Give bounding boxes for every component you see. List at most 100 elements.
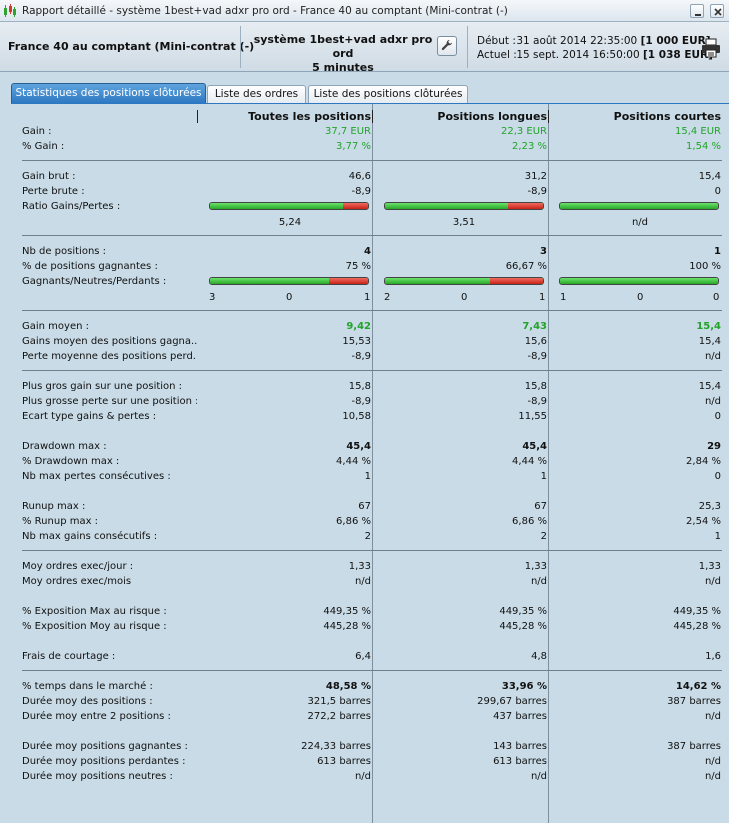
row-label: % temps dans le marché : [22, 681, 153, 692]
bar-green-segment [210, 203, 368, 209]
end-capital: [1 038 EUR] [643, 49, 713, 61]
column-header-all: Toutes les positions [248, 110, 371, 123]
row-runup-max: Runup max : 67 67 25,3 [0, 500, 729, 515]
column-header-short: Positions courtes [613, 110, 721, 123]
header-divider [372, 110, 373, 123]
cell-all: n/d [354, 771, 371, 782]
row-label: % Exposition Max au risque : [22, 606, 167, 617]
cell-all: 1 [364, 471, 371, 482]
row-exposition-moy: % Exposition Moy au risque : 445,28 % 44… [0, 620, 729, 635]
cell-short: 449,35 % [673, 606, 721, 617]
row-label: % de positions gagnantes : [22, 261, 158, 272]
gnp-bar-long [384, 277, 544, 285]
system-timeframe: 5 minutes [312, 61, 374, 74]
row-duree-perdantes: Durée moy positions perdantes : 613 barr… [0, 755, 729, 770]
gnp-neutral-long: 0 [461, 292, 468, 303]
cell-long: -8,9 [527, 186, 547, 197]
cell-short: n/d [704, 711, 721, 722]
cell-long: 1 [540, 471, 547, 482]
cell-all: -8,9 [351, 186, 371, 197]
close-button[interactable] [710, 4, 724, 18]
row-exposition-max: % Exposition Max au risque : 449,35 % 44… [0, 605, 729, 620]
bar-green-segment [210, 278, 368, 284]
cell-short: n/d [704, 351, 721, 362]
cell-short: 15,4 [696, 321, 721, 332]
column-divider [372, 104, 373, 823]
gnp-losers-all: 1 [364, 292, 371, 303]
row-label: Plus gros gain sur une position : [22, 381, 183, 392]
cell-all: 1,33 [348, 561, 371, 572]
cell-short: n/d [704, 756, 721, 767]
bar-green-segment [560, 203, 718, 209]
row-label: Nb de positions : [22, 246, 107, 257]
gnp-neutral-all: 0 [286, 292, 293, 303]
window-title: Rapport détaillé - système 1best+vad adx… [22, 5, 508, 17]
close-icon [714, 8, 722, 16]
row-perte-moyenne: Perte moyenne des positions perd... -8,9… [0, 350, 729, 365]
row-label: Drawdown max : [22, 441, 107, 452]
wrench-icon [441, 39, 452, 51]
cell-all: 6,4 [355, 651, 371, 662]
cell-all: 445,28 % [323, 621, 371, 632]
tab-orders-list[interactable]: Liste des ordres [207, 85, 306, 103]
tab-closed-positions-stats[interactable]: Statistiques des positions clôturées [11, 83, 206, 103]
period-info: Début : 31 août 2014 22:35:00 [1 000 EUR… [477, 34, 713, 62]
title-bar: Rapport détaillé - système 1best+vad adx… [0, 0, 729, 22]
cell-long: 6,86 % [512, 516, 547, 527]
cell-short: 1 [714, 531, 721, 542]
cell-long: 143 barres [493, 741, 547, 752]
cell-all: 4,44 % [336, 456, 371, 467]
cell-all: 15,8 [348, 381, 371, 392]
row-ratio: Ratio Gains/Pertes : [0, 200, 729, 215]
row-label: % Exposition Moy au risque : [22, 621, 167, 632]
cell-short: 15,4 [698, 381, 721, 392]
system-title: système 1best+vad adxr pro ord [253, 33, 433, 60]
minimize-button[interactable] [690, 4, 704, 18]
row-label: Frais de courtage : [22, 651, 116, 662]
minimize-icon [695, 14, 701, 16]
row-label: % Runup max : [22, 516, 99, 527]
row-label: Gain : [22, 126, 52, 137]
group-separator [22, 370, 722, 371]
start-label: Début : [477, 35, 516, 47]
gnp-winners-all: 3 [209, 292, 216, 303]
cell-short: 1,33 [698, 561, 721, 572]
cell-short: 2,54 % [686, 516, 721, 527]
row-label: Nb max pertes consécutives : [22, 471, 171, 482]
group-separator [22, 550, 722, 551]
cell-all: 272,2 barres [307, 711, 371, 722]
cell-short: 29 [707, 441, 721, 452]
row-label: Durée moy des positions : [22, 696, 153, 707]
cell-all: 224,33 barres [301, 741, 371, 752]
row-label: Ecart type gains & pertes : [22, 411, 157, 422]
row-gain-moyen: Gain moyen : 9,42 7,43 15,4 [0, 320, 729, 335]
row-label: Plus grosse perte sur une position : [22, 396, 197, 407]
gnp-bar-all [209, 277, 369, 285]
row-label: Gain brut : [22, 171, 76, 182]
row-label: Nb max gains consécutifs : [22, 531, 158, 542]
row-temps-marche: % temps dans le marché : 48,58 % 33,96 %… [0, 680, 729, 695]
cell-all: 6,86 % [336, 516, 371, 527]
cell-short: 1 [714, 246, 721, 257]
cell-long: 22,3 EUR [500, 126, 547, 137]
print-button[interactable] [700, 38, 722, 58]
group-separator [22, 160, 722, 161]
header-divider [548, 110, 549, 123]
row-label: Durée moy positions perdantes : [22, 756, 186, 767]
cell-long: 3 [540, 246, 547, 257]
row-nb-pertes-consecutives: Nb max pertes consécutives : 1 1 0 [0, 470, 729, 485]
ratio-bar-all [209, 202, 369, 210]
tab-closed-positions-list[interactable]: Liste des positions clôturées [308, 85, 468, 103]
end-date: 15 sept. 2014 16:50:00 [516, 49, 640, 61]
row-runup-pct: % Runup max : 6,86 % 6,86 % 2,54 % [0, 515, 729, 530]
settings-button[interactable] [437, 36, 457, 56]
cell-long: -8,9 [527, 396, 547, 407]
bar-green-segment [385, 203, 543, 209]
cell-short: 0 [714, 411, 721, 422]
gnp-losers-short: 0 [713, 292, 720, 303]
row-label: % Gain : [22, 141, 65, 152]
row-nb-positions: Nb de positions : 4 3 1 [0, 245, 729, 260]
cell-all: 321,5 barres [307, 696, 371, 707]
cell-all: 2 [364, 531, 371, 542]
printer-icon [702, 38, 720, 58]
